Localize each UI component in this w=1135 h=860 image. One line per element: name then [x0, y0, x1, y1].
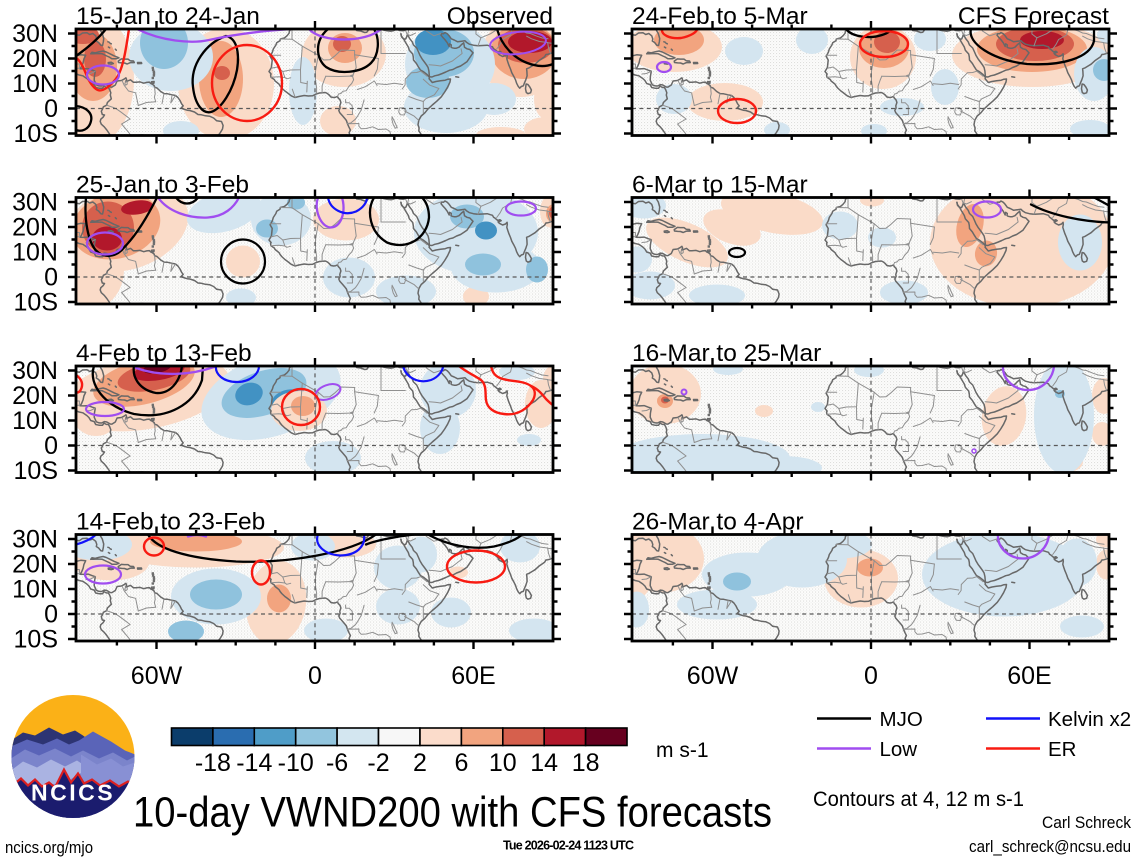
svg-text:ER: ER	[1048, 738, 1076, 761]
svg-text:20N: 20N	[12, 214, 58, 242]
svg-text:Kelvin x2: Kelvin x2	[1048, 708, 1131, 731]
svg-text:0: 0	[308, 662, 322, 690]
svg-text:MJO: MJO	[880, 708, 923, 731]
svg-text:NCICS: NCICS	[31, 780, 115, 806]
svg-text:10N: 10N	[12, 576, 58, 604]
svg-text:ncics.org/mjo: ncics.org/mjo	[5, 838, 93, 857]
svg-text:Observed: Observed	[447, 3, 553, 30]
svg-text:-18: -18	[195, 749, 231, 777]
svg-text:10S: 10S	[14, 626, 58, 654]
svg-text:4-Feb to 13-Feb: 4-Feb to 13-Feb	[76, 340, 252, 367]
svg-text:60E: 60E	[1007, 662, 1051, 690]
svg-text:18: 18	[572, 749, 600, 777]
svg-text:-2: -2	[367, 749, 389, 777]
svg-text:14-Feb to 23-Feb: 14-Feb to 23-Feb	[76, 509, 265, 536]
svg-text:m s-1: m s-1	[656, 739, 709, 762]
svg-text:20N: 20N	[12, 382, 58, 410]
svg-text:25-Jan to 3-Feb: 25-Jan to 3-Feb	[76, 172, 249, 199]
svg-text:10-day VWND200 with CFS foreca: 10-day VWND200 with CFS forecasts	[133, 790, 772, 837]
svg-text:10N: 10N	[12, 239, 58, 267]
svg-text:16-Mar to 25-Mar: 16-Mar to 25-Mar	[632, 340, 821, 367]
svg-text:-6: -6	[326, 749, 348, 777]
svg-text:60W: 60W	[131, 662, 183, 690]
svg-text:24-Feb to 5-Mar: 24-Feb to 5-Mar	[632, 3, 808, 30]
svg-text:15-Jan to 24-Jan: 15-Jan to 24-Jan	[76, 3, 260, 30]
svg-text:-14: -14	[236, 749, 272, 777]
svg-text:30N: 30N	[12, 20, 58, 48]
svg-text:6-Mar to 15-Mar: 6-Mar to 15-Mar	[632, 172, 808, 199]
svg-text:0: 0	[44, 95, 58, 123]
svg-text:26-Mar to 4-Apr: 26-Mar to 4-Apr	[632, 509, 804, 536]
svg-text:CFS Forecast: CFS Forecast	[958, 3, 1109, 30]
svg-text:2: 2	[413, 749, 427, 777]
svg-text:Low: Low	[880, 738, 918, 761]
svg-text:10S: 10S	[14, 289, 58, 317]
svg-text:0: 0	[864, 662, 878, 690]
svg-text:10S: 10S	[14, 457, 58, 485]
svg-text:30N: 30N	[12, 526, 58, 554]
svg-text:20N: 20N	[12, 45, 58, 73]
svg-text:6: 6	[454, 749, 468, 777]
svg-text:10: 10	[489, 749, 517, 777]
svg-text:10N: 10N	[12, 407, 58, 435]
svg-text:10N: 10N	[12, 70, 58, 98]
svg-text:Carl Schreck: Carl Schreck	[1042, 813, 1131, 832]
svg-text:Contours at 4, 12 m s-1: Contours at 4, 12 m s-1	[813, 788, 1024, 811]
svg-text:0: 0	[44, 601, 58, 629]
svg-text:14: 14	[530, 749, 558, 777]
svg-text:30N: 30N	[12, 189, 58, 217]
svg-text:0: 0	[44, 432, 58, 460]
svg-text:20N: 20N	[12, 551, 58, 579]
svg-text:60W: 60W	[687, 662, 739, 690]
svg-text:carl_schreck@ncsu.edu: carl_schreck@ncsu.edu	[969, 837, 1131, 856]
svg-text:10S: 10S	[14, 120, 58, 148]
svg-text:0: 0	[44, 264, 58, 292]
svg-text:-10: -10	[278, 749, 314, 777]
svg-text:Tue 2026-02-24 1123 UTC: Tue 2026-02-24 1123 UTC	[503, 839, 634, 853]
svg-text:60E: 60E	[451, 662, 495, 690]
svg-text:30N: 30N	[12, 357, 58, 385]
